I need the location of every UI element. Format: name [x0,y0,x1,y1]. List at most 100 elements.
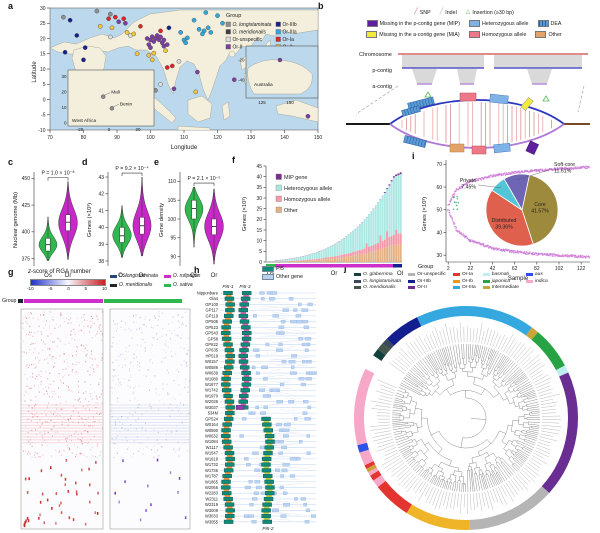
homozygous-gene [471,145,487,155]
pi5-gene-box [240,365,250,370]
y-tick: 10 [40,67,46,73]
y-tick: 5 [43,82,46,88]
early-sample-dot [456,195,459,198]
pie-label: Distributed [492,218,517,224]
pi5-gene-box [238,313,249,318]
map-legend-item: Or-IIIa [283,30,297,36]
y-tick: 40 [98,225,104,231]
early-sample-dot [453,201,456,204]
violin-genes: 38 39 40 41 42 43 Genes (×10³) Os Or P = 9.2 × 10… [87,166,152,279]
pi5-gene-box [224,296,235,301]
pi5-gene-box [223,416,234,421]
track-label-a-contig: a-contig [372,84,392,90]
pi5-gene-box [225,462,235,467]
gene-column-label: Pi5-1 [222,284,234,290]
y-axis-label: Genes (×10³) [422,197,428,231]
category-label: Or [65,273,72,279]
bar-legend: MIP gene Heterozygous allele Homozygous al… [275,173,332,214]
alignment-shade [494,55,582,68]
pi5-gene-box [221,336,232,341]
pi5-gene-box [261,508,271,513]
pi5-gene-box [223,468,234,473]
pi5-gene-box [223,445,233,450]
sample-name: W1619 [205,456,219,461]
svg-text:Australia: Australia [254,82,273,88]
track-label-chromosome: Chromosome [359,52,392,58]
tree-legend-column: basmati japonica Intermediate [482,272,519,290]
legend-label: Other [284,208,298,214]
y-axis-label: Genes (×10³) [87,203,93,237]
sample-name: GP505 [205,319,218,324]
legend-label: O. longistaminata [363,278,402,284]
significance-bracket [121,172,143,177]
legend-label: MIP gene [284,175,307,181]
colorbar-title: z-score of RGA number [28,269,91,275]
pi5-gene-box [221,428,231,433]
y-tick: 400 [22,230,31,236]
legend-label: Indel [445,9,457,16]
y-tick: 90 [170,254,176,260]
x-tick: 122 [577,266,586,272]
colorbar-tick: 5 [84,286,88,291]
color-swatch [482,286,490,290]
pi5-gene-box [263,428,273,433]
colorbar-title-rest: -score of RGA number [31,269,91,275]
y-tick: -10 [38,128,45,134]
x-tick: 140 [280,135,289,141]
category-label: Or [139,273,146,279]
legend-label: Heterozygous allele [284,186,332,192]
sample-name: W0157 [205,359,219,364]
sample-name: W1736 [205,468,219,473]
legend-label: O. rufipogon [172,273,201,279]
tree-legend-item: Or-IIIb [408,279,446,284]
sample-points [61,8,311,119]
y-axis-label: Genes (×10³) [242,197,248,231]
assembly-legend: ╱ SNP ╱ Indel △ Insertion (≥30 bp) Missing in… [330,7,598,40]
y-tick: 30 [256,196,262,202]
x-axis-label: Sample [508,276,529,282]
color-swatch [408,286,416,290]
dea-gene [403,135,427,148]
other-gene [449,143,465,153]
pi5-gene-box [261,416,271,421]
violin-nuclear-genome: 375 400 425 450 Nuclear genome (Mb) Os Or P = 1… [13,171,78,279]
pie-pct: 7.45% [461,185,476,191]
legend-label: Insertion (≥30 bp) [472,9,514,16]
early-sample-dot [456,197,459,200]
sample-name: W2311 [205,496,218,501]
y-tick: 105 [168,198,177,204]
pi5-gene-box [222,371,232,376]
pi5-gene-box [261,456,272,461]
sample-name: W1865 [205,479,219,484]
pi5-gene-box [239,348,249,353]
pi5-gene-box [221,433,231,438]
circular-phylogenetic-tree [354,305,578,530]
y-tick: 41 [98,208,104,214]
svg-text:-40: -40 [238,78,245,83]
heatmap-speckles [111,311,190,522]
sample-name: W1080 [205,376,219,381]
pi5-gene-box [224,451,235,456]
tree-legend-item: O. glaberrima [354,272,401,277]
purple-gene-box [235,404,245,410]
pi5-gene-box [225,353,235,358]
legend-label: japonica [491,278,510,284]
track-label-p-contig: p-contig [372,68,392,74]
pie-label: Private [460,178,476,184]
legend-item: ╱ SNP [414,9,431,16]
tree-legend-item: aus [525,272,548,277]
pie-slice-Soft-core [503,173,530,212]
x-tick: 100 [146,135,155,141]
pi5-gene-box [238,308,248,313]
pi5-gene-box [221,388,232,393]
svg-text:20: 20 [135,127,141,132]
sample-name: GP58 [208,336,219,341]
y-tick: 0 [43,97,46,103]
pi5-gene-box [263,451,273,456]
tree-legend-item: O. longistaminata [354,279,401,284]
color-swatch [366,20,378,27]
map-legend-item: Or-II [233,45,243,51]
y-tick: 30 [40,6,46,12]
species-legend-item: O. rufipogon [163,272,201,280]
gene-column-label: Pi5-2 [262,526,274,532]
